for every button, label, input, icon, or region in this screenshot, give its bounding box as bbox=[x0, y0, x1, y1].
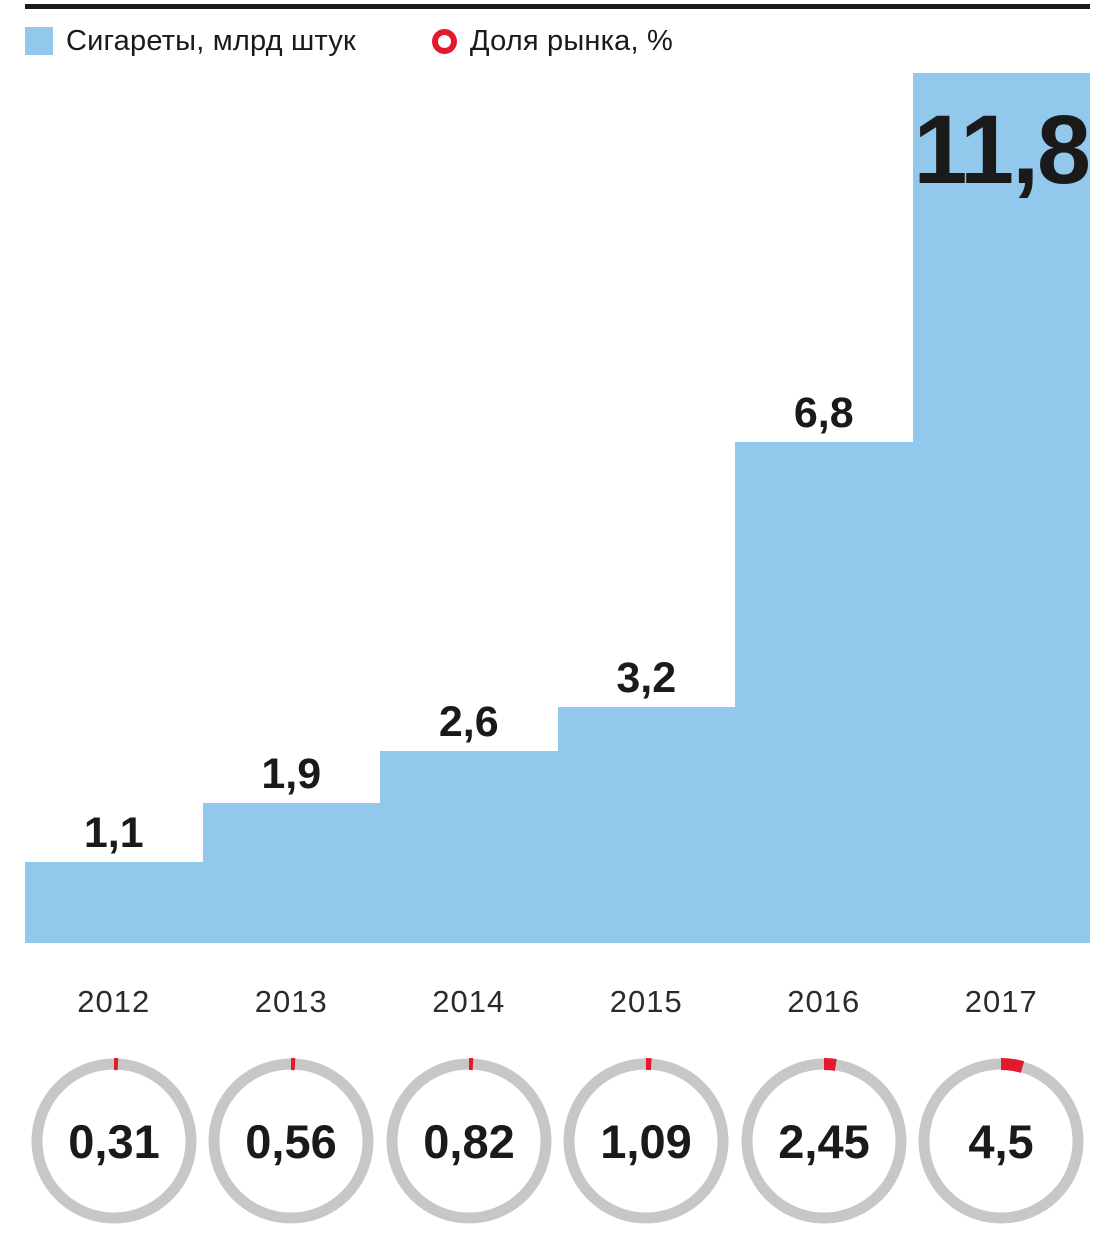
donut-value-label: 1,09 bbox=[601, 1115, 692, 1168]
year-label: 2014 bbox=[432, 984, 506, 1019]
market-share-donut: 1,09 bbox=[563, 1058, 730, 1224]
bar-series-label: Сигареты, млрд штук bbox=[66, 25, 356, 57]
bar-2016 bbox=[735, 441, 913, 943]
bar-value-label: 6,8 bbox=[793, 388, 854, 437]
market-share-arc bbox=[918, 1058, 1085, 1224]
market-share-donut: 0,56 bbox=[208, 1058, 375, 1224]
market-share-donut: 0,82 bbox=[385, 1058, 552, 1224]
donut-slot-2015: 1,09 bbox=[558, 1058, 736, 1226]
donut-value-label: 4,5 bbox=[969, 1115, 1034, 1168]
donut-value-label: 0,31 bbox=[68, 1115, 159, 1168]
year-label: 2015 bbox=[609, 984, 683, 1019]
donut-series-ring-icon bbox=[431, 28, 457, 54]
bar-series-swatch-icon bbox=[25, 27, 53, 55]
infographic: Сигареты, млрд штук Доля рынка, % 1,1 1,9… bbox=[25, 4, 1091, 1226]
donut-slot-2017: 4,5 bbox=[913, 1058, 1091, 1226]
donut-value-label: 2,45 bbox=[778, 1115, 869, 1168]
market-share-arc bbox=[385, 1058, 552, 1224]
year-label: 2016 bbox=[787, 984, 861, 1019]
bar-value-label: 1,9 bbox=[261, 749, 322, 798]
donut-slot-2013: 0,56 bbox=[203, 1058, 381, 1226]
bar-2017 bbox=[912, 73, 1090, 943]
market-share-donut: 4,5 bbox=[918, 1058, 1085, 1224]
legend-item-cigarettes: Сигареты, млрд штук bbox=[25, 26, 356, 56]
bar-value-label: 3,2 bbox=[616, 654, 677, 703]
bar-2015 bbox=[557, 707, 736, 943]
bar-value-label: 11,8 bbox=[913, 95, 1091, 204]
year-label: 2017 bbox=[964, 984, 1038, 1019]
donut-slot-2016: 2,45 bbox=[735, 1058, 913, 1226]
bar-value-label: 2,6 bbox=[438, 698, 499, 747]
market-share-arc bbox=[30, 1058, 197, 1224]
bar-value-label: 1,1 bbox=[83, 808, 144, 857]
year-label: 2012 bbox=[77, 984, 151, 1019]
market-share-donut: 2,45 bbox=[740, 1058, 907, 1224]
legend: Сигареты, млрд штук Доля рынка, % bbox=[25, 26, 1090, 56]
market-share-donuts: 0,31 0,56 0,82 1,09 2,45 4,5 bbox=[25, 1058, 1090, 1226]
market-share-arc bbox=[208, 1058, 375, 1224]
market-share-arc bbox=[563, 1058, 730, 1224]
year-label: 2013 bbox=[254, 984, 328, 1019]
market-share-arc bbox=[740, 1058, 907, 1224]
bar-2013 bbox=[202, 802, 381, 943]
year-axis: 2012 2013 2014 2015 2016 2017 bbox=[25, 984, 1090, 1019]
legend-item-market-share: Доля рынка, % bbox=[431, 25, 673, 57]
donut-slot-2012: 0,31 bbox=[25, 1058, 203, 1226]
bar-chart: 1,1 1,9 2,6 3,2 6,8 11,8 bbox=[25, 73, 1091, 943]
donut-value-label: 0,82 bbox=[423, 1115, 514, 1168]
donut-value-label: 0,56 bbox=[246, 1115, 337, 1168]
donut-slot-2014: 0,82 bbox=[380, 1058, 558, 1226]
top-rule bbox=[25, 4, 1090, 9]
bar-2012 bbox=[25, 861, 203, 943]
bar-2014 bbox=[380, 751, 558, 943]
market-share-donut: 0,31 bbox=[30, 1058, 197, 1224]
donut-series-label: Доля рынка, % bbox=[469, 25, 673, 57]
